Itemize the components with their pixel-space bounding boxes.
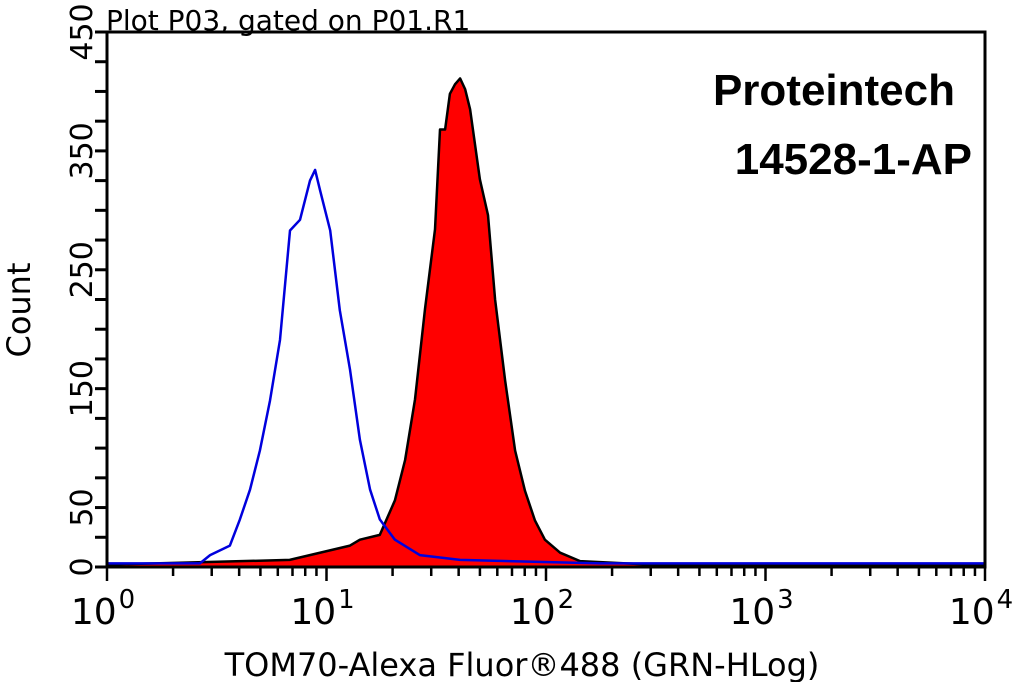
x-tick-exponent: 4 bbox=[997, 585, 1014, 615]
catalog-annotation: 14528-1-AP bbox=[735, 135, 972, 184]
series-0-area bbox=[105, 77, 987, 569]
x-tick-label: 100 bbox=[71, 585, 135, 633]
x-tick-label: 101 bbox=[290, 585, 354, 633]
y-tick-label: 150 bbox=[65, 360, 100, 417]
series-1-line bbox=[107, 168, 985, 565]
x-tick-label: 103 bbox=[729, 585, 793, 633]
x-tick-exponent: 0 bbox=[119, 585, 136, 615]
y-tick-label: 450 bbox=[65, 3, 100, 60]
x-tick-exponent: 2 bbox=[558, 585, 575, 615]
y-tick-label: 0 bbox=[65, 557, 100, 576]
x-tick-label: 104 bbox=[949, 585, 1013, 633]
y-tick-label: 350 bbox=[65, 122, 100, 179]
x-tick-exponent: 3 bbox=[777, 585, 794, 615]
x-tick-label: 102 bbox=[510, 585, 574, 633]
x-tick-exponent: 1 bbox=[338, 585, 355, 615]
brand-annotation: Proteintech bbox=[713, 66, 955, 115]
y-axis-label: Count bbox=[0, 262, 38, 357]
series-layer bbox=[105, 77, 987, 569]
x-axis-label: TOM70-Alexa Fluor®488 (GRN-HLog) bbox=[224, 646, 820, 682]
y-tick-label: 50 bbox=[65, 488, 100, 526]
y-tick-label: 250 bbox=[65, 241, 100, 298]
